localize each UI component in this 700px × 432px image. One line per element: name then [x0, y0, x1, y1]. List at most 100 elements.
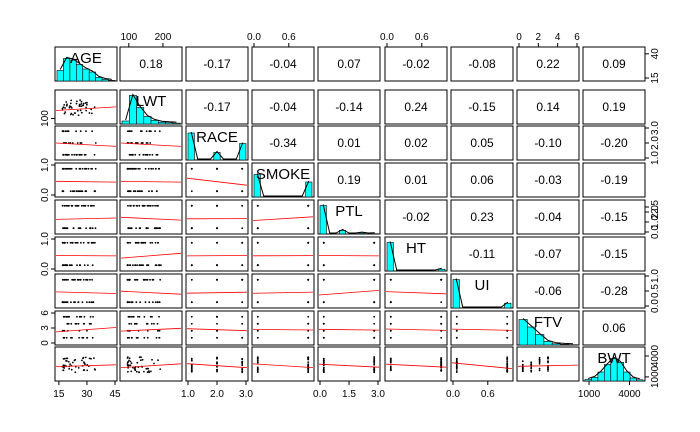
- tick-label: 4000: [650, 344, 661, 367]
- data-point: [71, 190, 74, 193]
- histogram-bar: [121, 120, 130, 125]
- data-point: [159, 368, 162, 370]
- panel-ptl-race: [185, 199, 249, 235]
- data-point: [241, 361, 244, 363]
- tick-label: 200: [155, 32, 172, 43]
- fit-line: [517, 364, 579, 367]
- data-point: [83, 264, 86, 267]
- panel-ptl-ui: 0.23: [450, 199, 514, 235]
- data-point: [138, 167, 141, 170]
- panel-ptl-ptl: PTL: [317, 199, 381, 235]
- data-point: [65, 101, 68, 103]
- data-point: [521, 370, 524, 373]
- fit-line: [385, 363, 447, 368]
- data-point: [134, 153, 137, 156]
- panel-frame: [582, 273, 646, 309]
- data-point: [86, 301, 88, 304]
- data-point: [307, 365, 310, 367]
- fit-line: [186, 291, 248, 294]
- data-point: [241, 315, 244, 318]
- data-point: [142, 204, 145, 207]
- data-point: [66, 241, 69, 244]
- data-point: [67, 278, 69, 281]
- data-point: [157, 264, 160, 267]
- data-point: [137, 315, 139, 318]
- histogram-bar: [551, 343, 561, 346]
- data-point: [83, 153, 86, 156]
- data-point: [129, 204, 132, 207]
- data-point: [127, 167, 129, 170]
- fit-line: [55, 217, 117, 220]
- data-point: [138, 190, 141, 193]
- data-point: [93, 357, 95, 359]
- panel-bwt-ht: [384, 346, 448, 382]
- panel-frame: [185, 46, 249, 82]
- variable-name: LWT: [136, 93, 167, 110]
- data-point: [87, 264, 89, 267]
- panel-race-smoke: -0.34: [251, 125, 315, 161]
- data-point: [75, 153, 78, 156]
- data-point: [70, 99, 73, 102]
- data-point: [322, 322, 325, 325]
- panel-ftv-ptl: [317, 310, 381, 346]
- panel-frame: [516, 89, 580, 125]
- data-point: [142, 241, 145, 244]
- data-point: [80, 153, 83, 156]
- panel-lwt-ht: 0.24: [384, 89, 448, 125]
- data-point: [506, 336, 509, 339]
- data-point: [61, 204, 64, 207]
- data-point: [389, 278, 392, 281]
- data-point: [455, 363, 458, 366]
- data-point: [71, 264, 73, 267]
- data-point: [83, 315, 86, 318]
- data-point: [65, 315, 68, 318]
- data-point: [142, 278, 145, 281]
- data-point: [190, 359, 193, 362]
- panel-frame: [582, 89, 646, 125]
- fit-line: [252, 216, 314, 221]
- data-point: [84, 356, 87, 359]
- panel-ptl-ht: -0.02: [384, 199, 448, 235]
- data-point: [256, 361, 259, 364]
- data-point: [307, 367, 310, 370]
- data-point: [70, 107, 73, 109]
- data-point: [71, 278, 73, 281]
- scatter-points: [61, 167, 97, 193]
- data-point: [126, 264, 129, 267]
- data-point: [455, 336, 458, 339]
- data-point: [72, 113, 74, 116]
- data-point: [67, 322, 70, 325]
- data-point: [157, 359, 159, 362]
- data-point: [127, 227, 130, 230]
- panel-ftv-bwt: 0.06: [582, 310, 646, 346]
- data-point: [538, 356, 541, 359]
- variable-name: BWT: [597, 350, 630, 367]
- data-point: [136, 264, 139, 267]
- tick-label: 0.0: [650, 225, 661, 239]
- data-point: [142, 264, 145, 267]
- data-point: [506, 360, 509, 363]
- data-point: [158, 167, 160, 170]
- panel-frame: [251, 46, 315, 82]
- panel-bwt-age: [54, 346, 118, 382]
- data-point: [88, 112, 91, 114]
- data-point: [81, 359, 83, 362]
- data-point: [307, 371, 310, 374]
- panel-age-age: AGE: [54, 46, 118, 82]
- data-point: [87, 241, 90, 244]
- data-point: [190, 322, 193, 325]
- data-point: [85, 278, 87, 281]
- data-point: [389, 366, 392, 369]
- data-point: [150, 370, 152, 373]
- fit-line: [186, 328, 248, 332]
- panel-frame: [251, 125, 315, 161]
- data-point: [389, 315, 392, 318]
- data-point: [322, 336, 325, 339]
- data-point: [146, 264, 149, 267]
- data-point: [190, 190, 193, 193]
- data-point: [78, 336, 80, 339]
- scatter-points: [190, 204, 244, 230]
- data-point: [77, 204, 80, 207]
- panel-frame: [251, 273, 315, 309]
- correlation-value: 0.22: [536, 57, 560, 71]
